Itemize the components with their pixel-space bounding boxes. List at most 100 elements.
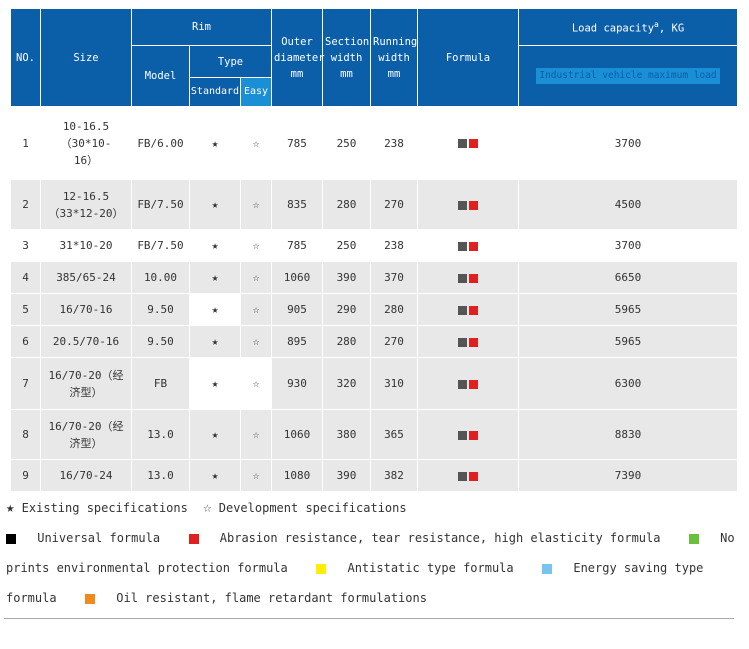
cell-load: 8830	[518, 409, 738, 460]
standard-star-icon: ★	[189, 357, 241, 410]
cell-size: 385/65-24	[40, 261, 132, 294]
cell-section: 320	[322, 357, 371, 410]
legend-no-prints-b: prints environmental protection formula	[6, 561, 288, 575]
cell-running: 370	[370, 261, 418, 294]
abrasion-formula-square-icon	[469, 337, 478, 347]
header-formula: Formula	[417, 8, 519, 107]
cell-formula	[417, 357, 519, 410]
legend-formula-line-1: Universal formula Abrasion resistance, t…	[6, 523, 735, 553]
abrasion-formula-square-icon	[469, 241, 478, 251]
cell-outer: 905	[271, 293, 323, 326]
legend-development: Development specifications	[218, 501, 407, 515]
header-model: Model	[131, 45, 190, 107]
cell-no: 7	[10, 357, 41, 410]
abrasion-formula-square-icon	[469, 273, 478, 283]
cell-running: 365	[370, 409, 418, 460]
universal-formula-square-icon	[458, 430, 467, 440]
spec-table: NO. Size Rim Outer diameter mm Section w…	[10, 8, 738, 492]
universal-formula-square-icon	[458, 337, 467, 347]
header-section-width: Section width mm	[322, 8, 371, 107]
easy-star-outline-icon: ☆	[240, 229, 272, 262]
load-sub-label: Industrial vehicle maximum load	[536, 68, 720, 84]
cell-size: 16/70-16	[40, 293, 132, 326]
abrasion-formula-swatch-icon	[188, 533, 199, 544]
header-size: Size	[40, 8, 132, 107]
header-rim: Rim	[131, 8, 272, 46]
cell-model: 9.50	[131, 325, 190, 358]
cell-model: 13.0	[131, 409, 190, 460]
existing-star-icon: ★	[6, 500, 15, 516]
header-no: NO.	[10, 8, 41, 107]
cell-running: 270	[370, 179, 418, 230]
table-row: 7 16/70-20（经济型） FB ★ ☆ 930 320 310 6300	[10, 357, 738, 410]
load-capacity-footnote: a	[654, 20, 659, 30]
cell-section: 250	[322, 106, 371, 180]
cell-load: 5965	[518, 325, 738, 358]
standard-star-icon: ★	[189, 409, 241, 460]
cell-load: 5965	[518, 293, 738, 326]
cell-section: 380	[322, 409, 371, 460]
universal-formula-square-icon	[458, 241, 467, 251]
bottom-divider	[4, 618, 734, 619]
cell-no: 2	[10, 179, 41, 230]
cell-section: 390	[322, 261, 371, 294]
table-row: 1 10-16.5（30*10-16） FB/6.00 ★ ☆ 785 250 …	[10, 106, 738, 180]
cell-formula	[417, 106, 519, 180]
cell-no: 6	[10, 325, 41, 358]
universal-formula-square-icon	[458, 273, 467, 283]
cell-no: 4	[10, 261, 41, 294]
legend-oil: Oil resistant, flame retardant formulati…	[116, 591, 427, 605]
legend-antistatic: Antistatic type formula	[347, 561, 514, 575]
table-row: 5 16/70-16 9.50 ★ ☆ 905 290 280 5965	[10, 293, 738, 326]
legend-no-prints-a: No	[720, 531, 735, 545]
cell-section: 250	[322, 229, 371, 262]
abrasion-formula-square-icon	[469, 305, 478, 315]
cell-outer: 835	[271, 179, 323, 230]
cell-formula	[417, 229, 519, 262]
cell-section: 290	[322, 293, 371, 326]
cell-model: FB/7.50	[131, 229, 190, 262]
cell-outer: 895	[271, 325, 323, 358]
easy-star-outline-icon: ☆	[240, 357, 272, 410]
legend-existing: Existing specifications	[21, 501, 188, 515]
header-load-capacity: Load capacitya, KG	[518, 8, 738, 46]
cell-no: 9	[10, 459, 41, 492]
header-easy: Easy	[240, 77, 272, 107]
cell-formula	[417, 179, 519, 230]
cell-formula	[417, 459, 519, 492]
cell-formula	[417, 261, 519, 294]
legend-universal: Universal formula	[37, 531, 161, 545]
standard-star-icon: ★	[189, 261, 241, 294]
standard-star-icon: ★	[189, 293, 241, 326]
universal-formula-square-icon	[458, 200, 467, 210]
cell-model: FB	[131, 357, 190, 410]
standard-star-icon: ★	[189, 106, 241, 180]
cell-model: FB/7.50	[131, 179, 190, 230]
cell-formula	[417, 293, 519, 326]
cell-load: 7390	[518, 459, 738, 492]
easy-star-outline-icon: ☆	[240, 409, 272, 460]
abrasion-formula-square-icon	[469, 430, 478, 440]
cell-size: 16/70-24	[40, 459, 132, 492]
cell-size: 20.5/70-16	[40, 325, 132, 358]
universal-formula-square-icon	[458, 471, 467, 481]
table-row: 8 16/70-20（经济型） 13.0 ★ ☆ 1060 380 365 88…	[10, 409, 738, 460]
cell-load: 6650	[518, 261, 738, 294]
cell-size: 10-16.5（30*10-16）	[40, 106, 132, 180]
easy-star-outline-icon: ☆	[240, 106, 272, 180]
standard-star-icon: ★	[189, 229, 241, 262]
easy-star-outline-icon: ☆	[240, 459, 272, 492]
header-running-width: Running width mm	[370, 8, 418, 107]
cell-size: 31*10-20	[40, 229, 132, 262]
cell-no: 3	[10, 229, 41, 262]
cell-outer: 785	[271, 106, 323, 180]
cell-model: 13.0	[131, 459, 190, 492]
easy-star-outline-icon: ☆	[240, 325, 272, 358]
cell-no: 5	[10, 293, 41, 326]
easy-star-outline-icon: ☆	[240, 261, 272, 294]
cell-no: 8	[10, 409, 41, 460]
abrasion-formula-square-icon	[469, 200, 478, 210]
cell-size: 16/70-20（经济型）	[40, 409, 132, 460]
antistatic-formula-swatch-icon	[316, 563, 327, 574]
abrasion-formula-square-icon	[469, 379, 478, 389]
